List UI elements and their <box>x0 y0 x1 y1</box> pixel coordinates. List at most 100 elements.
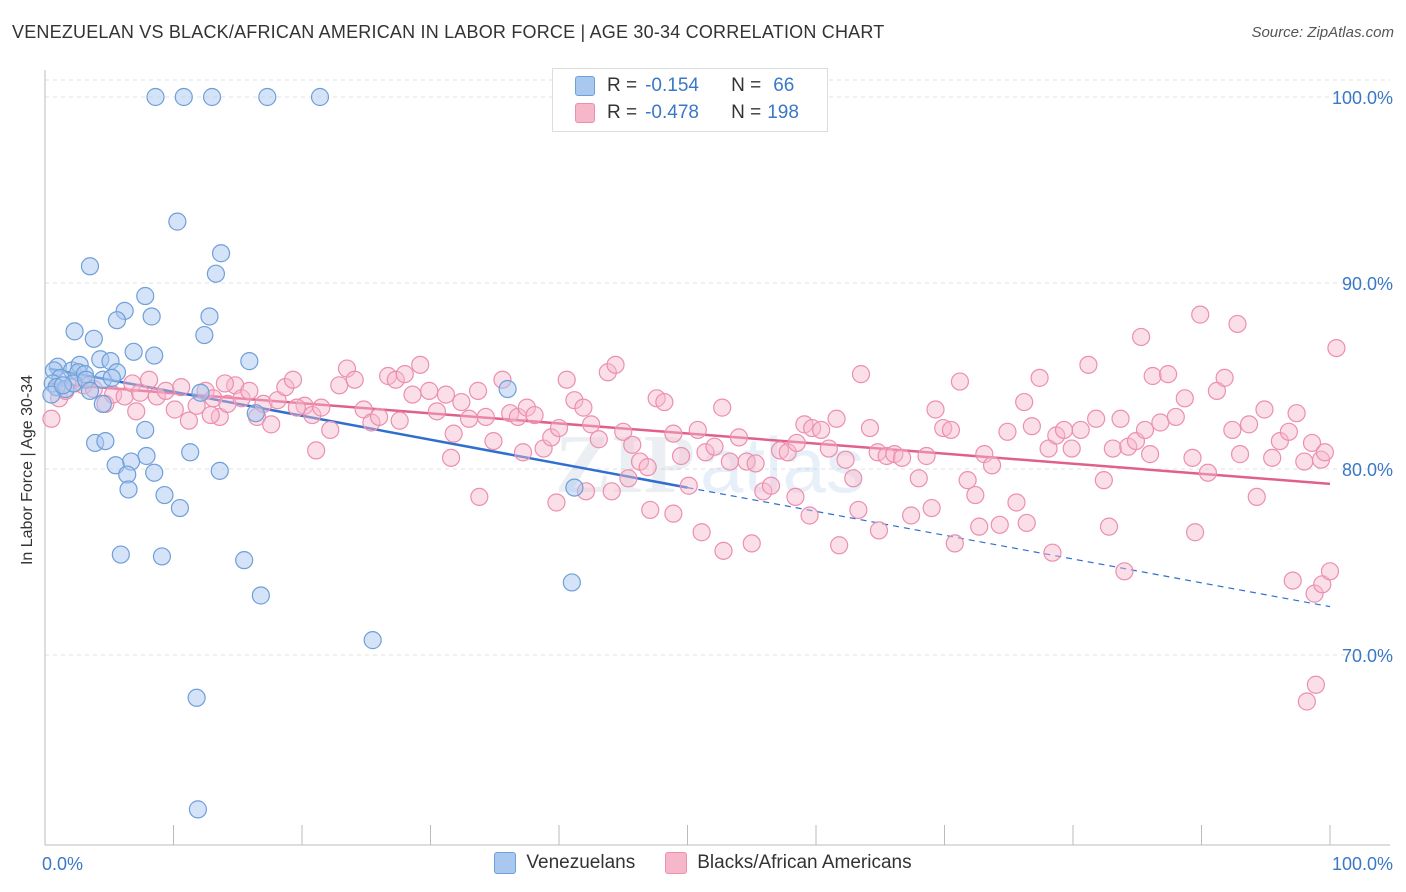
y-tick-label: 90.0% <box>1342 274 1393 294</box>
point-venezuelans <box>195 325 214 345</box>
point-venezuelans <box>565 478 584 497</box>
point-blacks <box>1079 355 1098 374</box>
point-blacks <box>1230 445 1250 464</box>
point-venezuelans <box>146 87 165 107</box>
legend-swatch-blacks <box>665 852 688 874</box>
point-venezuelans <box>53 376 73 395</box>
point-blacks <box>386 370 405 389</box>
point-blacks <box>147 387 166 406</box>
point-blacks <box>598 363 617 382</box>
point-blacks <box>1215 368 1234 387</box>
point-blacks <box>1283 571 1302 590</box>
point-blacks <box>1140 445 1160 464</box>
point-blacks <box>836 450 855 469</box>
point-blacks <box>1143 366 1162 386</box>
point-blacks <box>950 372 970 391</box>
point-blacks <box>786 487 805 506</box>
point-blacks <box>1111 409 1130 428</box>
point-blacks <box>517 398 536 417</box>
point-venezuelans <box>102 368 121 387</box>
point-blacks <box>1017 513 1036 533</box>
point-blacks <box>1135 420 1155 440</box>
point-blacks <box>803 418 822 438</box>
legend-n-value-blacks: 198 <box>767 102 799 123</box>
point-blacks <box>139 370 159 389</box>
point-blacks <box>958 471 977 490</box>
point-blacks <box>909 469 928 488</box>
point-blacks <box>819 439 838 458</box>
point-venezuelans <box>251 586 270 605</box>
point-blacks <box>395 365 414 384</box>
point-venezuelans <box>202 87 222 107</box>
point-venezuelans <box>211 244 231 263</box>
point-venezuelans <box>258 87 277 107</box>
point-blacks <box>945 534 964 553</box>
point-blacks <box>1287 404 1306 423</box>
y-axis-label: In Labor Force | Age 30-34 <box>19 374 36 566</box>
point-blacks <box>641 500 660 520</box>
point-blacks <box>664 504 683 523</box>
point-blacks <box>696 443 715 462</box>
point-venezuelans <box>181 443 200 462</box>
point-blacks <box>1255 400 1274 419</box>
point-blacks <box>1247 487 1266 506</box>
point-blacks <box>127 402 146 421</box>
watermark: ZIP atlas <box>555 418 865 511</box>
point-venezuelans <box>145 463 164 482</box>
point-blacks <box>917 446 936 466</box>
legend-r-label: R = <box>607 102 638 123</box>
point-blacks <box>201 405 220 425</box>
point-blacks <box>761 476 781 495</box>
point-blacks <box>582 415 601 434</box>
point-blacks <box>1043 543 1062 562</box>
point-blacks <box>312 398 331 417</box>
point-blacks <box>869 521 889 540</box>
legend-n-label: N = <box>731 75 762 96</box>
point-blacks <box>1305 584 1324 603</box>
point-blacks <box>1071 420 1090 440</box>
point-blacks <box>737 452 756 471</box>
point-blacks <box>1315 443 1334 462</box>
point-blacks <box>459 409 479 428</box>
point-blacks <box>1094 471 1113 490</box>
point-venezuelans <box>142 307 161 326</box>
point-blacks <box>468 381 488 400</box>
point-blacks <box>513 443 533 462</box>
point-blacks <box>476 407 495 427</box>
legend-r-value-venezuelans: -0.154 <box>645 75 699 96</box>
point-venezuelans <box>93 394 112 413</box>
point-blacks <box>851 365 871 384</box>
point-blacks <box>215 374 234 393</box>
point-blacks <box>403 385 422 404</box>
y-tick-label: 70.0% <box>1342 646 1393 666</box>
series-venezuelans-points <box>42 87 584 819</box>
point-blacks <box>998 422 1017 441</box>
point-venezuelans <box>152 547 172 566</box>
legend-n-label: N = <box>731 102 762 123</box>
point-venezuelans <box>310 87 330 107</box>
point-venezuelans <box>246 404 265 423</box>
point-blacks <box>276 378 295 397</box>
point-blacks <box>1297 692 1316 711</box>
point-blacks <box>1087 409 1106 428</box>
point-blacks <box>638 458 657 477</box>
point-venezuelans <box>174 87 193 107</box>
point-blacks <box>484 432 503 451</box>
point-blacks <box>746 454 765 473</box>
point-blacks <box>623 435 642 454</box>
point-blacks <box>470 487 489 506</box>
point-blacks <box>941 420 961 440</box>
point-venezuelans <box>168 212 187 231</box>
point-venezuelans <box>206 264 226 283</box>
point-venezuelans <box>119 480 138 499</box>
point-venezuelans <box>111 545 130 564</box>
point-blacks <box>179 411 199 430</box>
point-blacks <box>321 420 340 440</box>
point-blacks <box>1228 314 1247 334</box>
point-blacks <box>1151 413 1170 432</box>
point-venezuelans <box>136 420 155 440</box>
point-blacks <box>844 469 863 488</box>
point-blacks <box>1320 562 1340 581</box>
series-blacks-points <box>42 305 1346 711</box>
